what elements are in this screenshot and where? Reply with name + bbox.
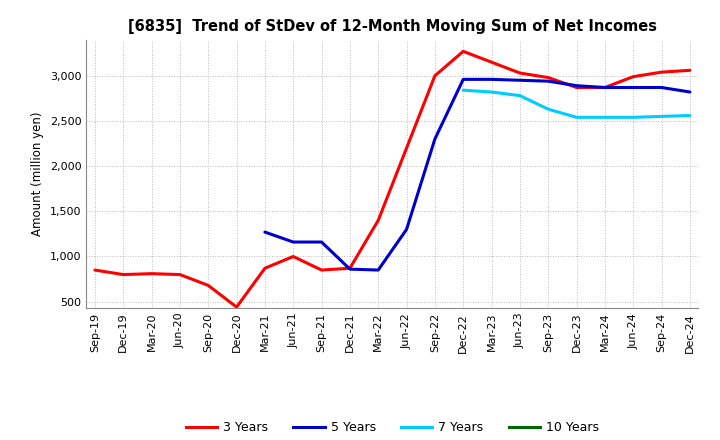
- Line: 3 Years: 3 Years: [95, 51, 690, 307]
- 3 Years: [487, 59, 496, 65]
- 7 Years: [487, 89, 496, 95]
- 7 Years: [657, 114, 666, 119]
- 3 Years: [91, 268, 99, 273]
- 7 Years: [459, 88, 467, 93]
- 5 Years: [572, 83, 581, 88]
- 3 Years: [685, 68, 694, 73]
- 5 Years: [289, 239, 297, 245]
- 5 Years: [544, 78, 552, 84]
- 3 Years: [431, 73, 439, 78]
- 3 Years: [459, 49, 467, 54]
- 7 Years: [629, 115, 637, 120]
- 7 Years: [600, 115, 609, 120]
- 3 Years: [204, 283, 212, 288]
- 3 Years: [402, 145, 411, 150]
- 5 Years: [629, 85, 637, 90]
- 5 Years: [487, 77, 496, 82]
- 3 Years: [233, 304, 241, 310]
- 5 Years: [657, 85, 666, 90]
- 3 Years: [657, 70, 666, 75]
- Y-axis label: Amount (million yen): Amount (million yen): [32, 112, 45, 236]
- 5 Years: [685, 89, 694, 95]
- 5 Years: [516, 77, 524, 83]
- 3 Years: [544, 75, 552, 80]
- 3 Years: [119, 272, 127, 277]
- 3 Years: [629, 74, 637, 79]
- 7 Years: [516, 93, 524, 98]
- 3 Years: [289, 254, 297, 259]
- 3 Years: [176, 272, 184, 277]
- 5 Years: [261, 229, 269, 235]
- 5 Years: [346, 267, 354, 272]
- 7 Years: [685, 113, 694, 118]
- 5 Years: [318, 239, 326, 245]
- 3 Years: [600, 85, 609, 90]
- 3 Years: [374, 218, 382, 223]
- 3 Years: [572, 85, 581, 90]
- 7 Years: [544, 106, 552, 112]
- Legend: 3 Years, 5 Years, 7 Years, 10 Years: 3 Years, 5 Years, 7 Years, 10 Years: [181, 416, 604, 439]
- 5 Years: [402, 227, 411, 232]
- 5 Years: [374, 268, 382, 273]
- 7 Years: [572, 115, 581, 120]
- Title: [6835]  Trend of StDev of 12-Month Moving Sum of Net Incomes: [6835] Trend of StDev of 12-Month Moving…: [128, 19, 657, 34]
- 3 Years: [318, 268, 326, 273]
- 3 Years: [516, 70, 524, 76]
- Line: 5 Years: 5 Years: [265, 79, 690, 270]
- 3 Years: [346, 266, 354, 271]
- Line: 7 Years: 7 Years: [463, 90, 690, 117]
- 3 Years: [261, 266, 269, 271]
- 5 Years: [600, 85, 609, 90]
- 5 Years: [459, 77, 467, 82]
- 5 Years: [431, 136, 439, 142]
- 3 Years: [148, 271, 156, 276]
